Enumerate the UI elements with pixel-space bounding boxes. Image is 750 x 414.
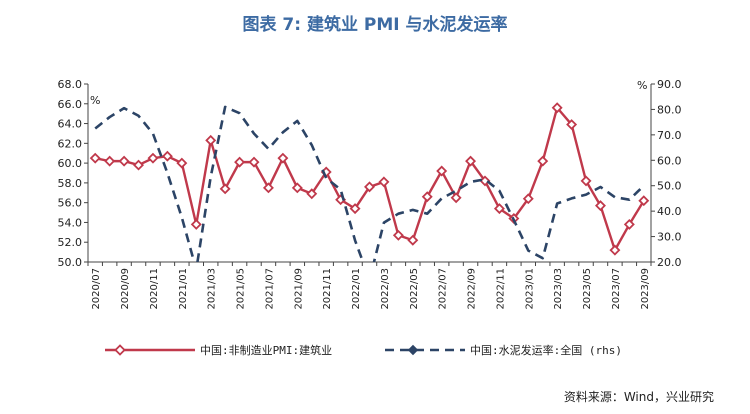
legend-label-pmi: 中国:非制造业PMI:建筑业 [200, 343, 332, 357]
data-point-pmi [609, 244, 621, 256]
data-point-pmi [421, 191, 433, 203]
x-tick-label: 2021/09 [293, 268, 304, 310]
series-layer [89, 102, 650, 262]
data-point-pmi [364, 181, 375, 193]
legend-label-cement: 中国:水泥发运率:全国 (rhs) [470, 343, 622, 357]
data-point-pmi [234, 156, 246, 168]
y-left-tick-label: 50.0 [58, 256, 83, 269]
x-tick-label: 2022/09 [467, 268, 478, 310]
y-left-tick-label: 52.0 [58, 236, 83, 249]
series-line-pmi [94, 106, 645, 252]
x-tick-label: 2023/01 [524, 268, 535, 310]
data-point-pmi [479, 175, 491, 187]
y-left-tick-label: 64.0 [58, 118, 83, 131]
x-tick-label: 2022/07 [438, 268, 449, 310]
x-tick-label: 2022/03 [380, 268, 391, 310]
x-tick-label: 2022/01 [351, 268, 362, 310]
data-point-pmi [493, 203, 505, 215]
x-tick-label: 2020/11 [149, 268, 160, 310]
x-tick-label: 2021/11 [322, 268, 333, 310]
y-left-tick-label: 58.0 [58, 177, 83, 190]
y-left-tick-label: 60.0 [58, 157, 83, 170]
data-point-pmi [537, 155, 549, 167]
data-point-pmi [378, 176, 390, 188]
y-right-unit: % [637, 79, 647, 92]
data-point-pmi [407, 234, 419, 246]
x-tick-label: 2021/03 [207, 268, 218, 310]
data-point-pmi [161, 150, 173, 162]
data-point-pmi [133, 159, 144, 171]
y-right-tick-label: 70.0 [657, 129, 682, 142]
y-left-unit: % [90, 94, 100, 107]
x-tick-label: 2020/07 [91, 268, 102, 310]
legend-marker-cement [407, 344, 419, 356]
data-point-pmi [392, 229, 404, 241]
data-point-pmi [465, 155, 477, 167]
x-tick-label: 2020/09 [120, 268, 131, 310]
data-point-pmi [595, 200, 606, 212]
x-tick-label: 2023/07 [611, 268, 622, 310]
y-left-tick-label: 62.0 [58, 137, 83, 150]
y-right-tick-label: 90.0 [657, 78, 682, 91]
data-point-pmi [306, 188, 318, 200]
data-point-pmi [219, 183, 231, 195]
data-point-pmi [638, 195, 650, 207]
data-point-pmi [176, 157, 188, 169]
y-right-tick-label: 80.0 [657, 103, 682, 116]
legend-marker-pmi [114, 344, 126, 356]
data-point-pmi [551, 102, 563, 114]
data-point-pmi [205, 134, 217, 146]
data-point-pmi [450, 192, 462, 204]
source-note: 资料来源：Wind，兴业研究 [564, 389, 714, 404]
x-tick-label: 2023/05 [582, 268, 593, 310]
x-tick-label: 2023/09 [640, 268, 651, 310]
data-point-pmi [89, 152, 101, 164]
data-point-pmi [147, 152, 159, 164]
chart-title: 图表 7: 建筑业 PMI 与水泥发运率 [242, 14, 507, 35]
data-point-pmi [190, 218, 202, 230]
x-tick-label: 2021/05 [236, 268, 247, 310]
x-tick-label: 2021/01 [178, 268, 189, 310]
x-tick-label: 2022/05 [409, 268, 420, 310]
y-left-tick-label: 56.0 [58, 197, 83, 210]
y-right-tick-label: 20.0 [657, 256, 682, 269]
data-point-pmi [623, 218, 635, 230]
x-tick-label: 2021/07 [264, 268, 275, 310]
series-line-cement [94, 105, 645, 262]
y-left-tick-label: 68.0 [58, 78, 83, 91]
data-point-pmi [349, 203, 361, 215]
y-left-tick-label: 66.0 [58, 98, 83, 111]
data-point-pmi [580, 175, 592, 187]
data-point-pmi [262, 182, 274, 194]
data-point-pmi [118, 155, 130, 167]
x-tick-label: 2023/03 [553, 268, 564, 310]
data-point-pmi [277, 152, 289, 164]
data-point-pmi [522, 193, 534, 205]
data-point-pmi [104, 155, 116, 167]
data-point-pmi [248, 156, 260, 168]
legend: 中国:非制造业PMI:建筑业 中国:水泥发运率:全国 (rhs) [105, 343, 622, 357]
y-right-tick-label: 60.0 [657, 154, 682, 167]
y-right-tick-label: 30.0 [657, 231, 682, 244]
y-left-tick-label: 54.0 [58, 216, 83, 229]
data-point-pmi [566, 119, 578, 131]
axes: 50.0 52.0 54.0 56.0 58.0 60.0 62.0 64.0 66.0 68.0… [58, 78, 682, 310]
y-right-tick-label: 50.0 [657, 180, 682, 193]
data-point-pmi [291, 182, 303, 194]
y-right-tick-label: 40.0 [657, 205, 682, 218]
x-tick-label: 2022/11 [495, 268, 506, 310]
data-point-pmi [436, 165, 448, 177]
